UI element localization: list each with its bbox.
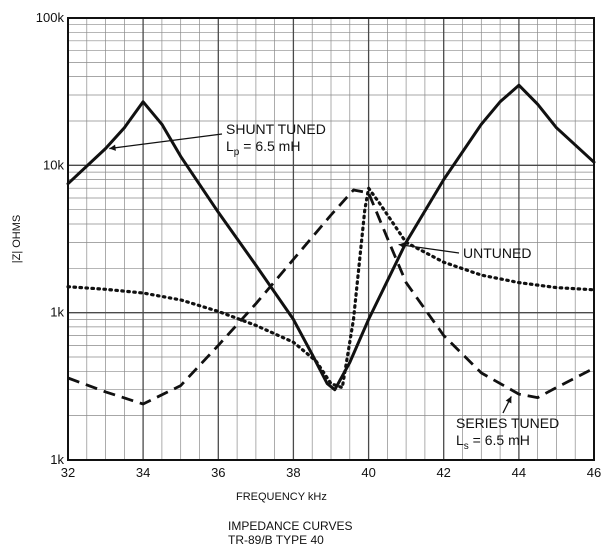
series-line-shunt-tuned xyxy=(66,83,596,392)
shunt-tuned-label: SHUNT TUNED xyxy=(226,121,326,137)
shunt-inductance-label: Lp = 6.5 mH xyxy=(226,138,300,158)
series-line-series-tuned xyxy=(67,188,595,406)
caption-line-1: IMPEDANCE CURVES xyxy=(228,519,353,533)
series-tuned-pointer-head xyxy=(505,396,512,404)
series-inductance-label: Ls = 6.5 mH xyxy=(456,432,530,452)
x-tick-label: 36 xyxy=(211,465,225,480)
x-tick-label: 42 xyxy=(436,465,450,480)
x-tick-label: 38 xyxy=(286,465,300,480)
x-axis-label: FREQUENCY kHz xyxy=(236,491,327,503)
y-tick-label: 1k xyxy=(50,452,64,467)
caption-line-2: TR-89/B TYPE 40 xyxy=(228,533,324,547)
grid-lines xyxy=(67,17,595,461)
x-tick-label: 46 xyxy=(587,465,601,480)
shunt-tuned-pointer-head xyxy=(109,144,116,151)
shunt-tuned-pointer xyxy=(109,133,223,150)
y-axis-label: |Z| OHMS xyxy=(11,215,23,264)
series-tuned-label: SERIES TUNED xyxy=(456,415,559,431)
x-tick-label: 44 xyxy=(512,465,526,480)
untuned-pointer xyxy=(398,243,460,254)
x-tick-label: 40 xyxy=(361,465,375,480)
y-tick-label: 1k xyxy=(50,305,64,320)
x-tick-label: 34 xyxy=(136,465,150,480)
y-tick-label: 10k xyxy=(43,157,64,172)
series-line-untuned xyxy=(66,186,596,390)
untuned-pointer-head xyxy=(398,242,406,249)
x-tick-label: 32 xyxy=(61,465,75,480)
untuned-label: UNTUNED xyxy=(463,245,531,261)
plot-frame xyxy=(67,17,595,461)
y-tick-label: 100k xyxy=(36,10,65,25)
